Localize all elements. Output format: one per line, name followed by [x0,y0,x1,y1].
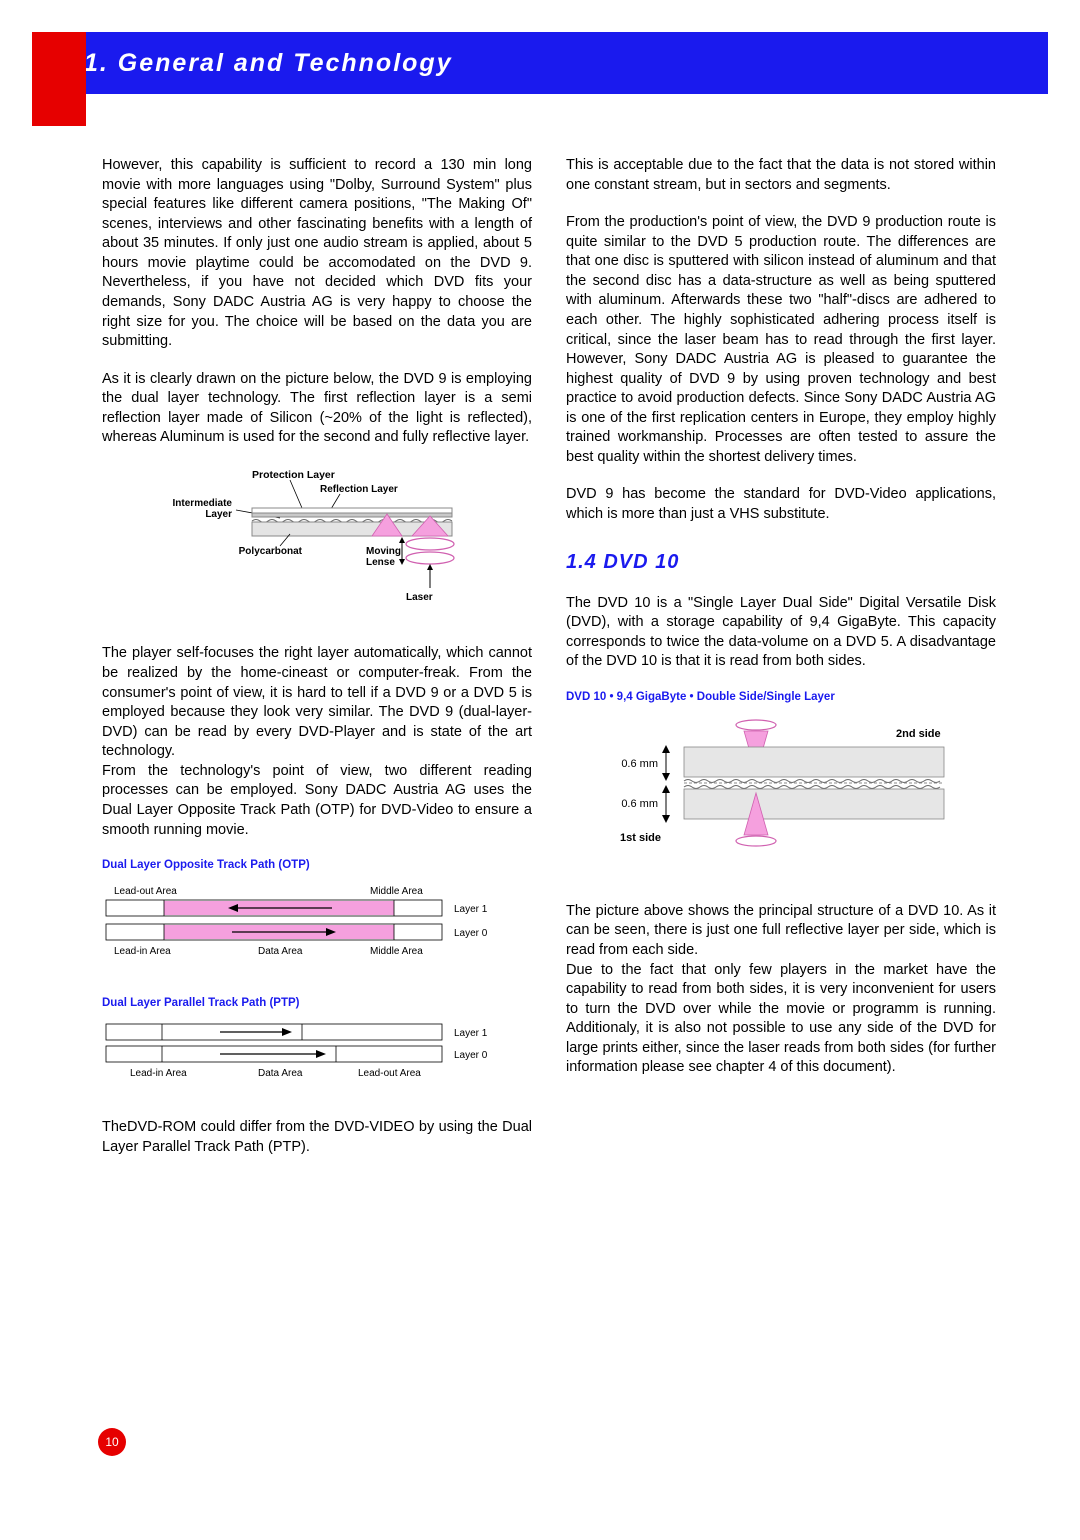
dvd10-thick-2: 0.6 mm [621,798,658,810]
dvd10-thick-1: 0.6 mm [621,758,658,770]
left-p2: As it is clearly drawn on the picture be… [102,370,532,448]
ptp-title: Dual Layer Parallel Track Path (PTP) [102,996,532,1012]
lbl-moving: Moving [366,546,401,557]
ptp-lbl-layer1: Layer 1 [454,1028,488,1039]
ptp-diagram: Layer 1 Layer 0 Lead-in Area Data Area L… [102,1020,532,1097]
lbl-laser: Laser [406,592,433,603]
header-band: 1. General and Technology [32,32,1048,94]
dvd10-2nd-side: 2nd side [896,728,941,740]
right-column: This is acceptable due to the fact that … [566,156,996,1175]
left-p1: However, this capability is sufficient t… [102,156,532,352]
ptp-lbl-leadin: Lead-in Area [130,1068,187,1079]
page-number: 10 [105,1435,118,1449]
section-1-4-heading: 1.4 DVD 10 [566,549,996,576]
ptp-lbl-leadout: Lead-out Area [358,1068,421,1079]
otp-lbl-layer1: Layer 1 [454,904,488,915]
otp-lbl-data: Data Area [258,946,303,957]
lbl-intermediate-1: Intermediate [173,498,233,509]
lbl-protection: Protection Layer [252,469,335,481]
left-column: However, this capability is sufficient t… [102,156,532,1175]
content-columns: However, this capability is sufficient t… [0,94,1080,1175]
chapter-title: 1. General and Technology [84,49,453,78]
otp-lbl-middle2: Middle Area [370,946,423,957]
red-corner-tab [32,32,86,126]
lbl-lense: Lense [366,557,395,568]
otp-lbl-leadin: Lead-in Area [114,946,171,957]
dvd10-1st-side: 1st side [620,832,661,844]
otp-lbl-leadout: Lead-out Area [114,886,177,897]
otp-lbl-middle1: Middle Area [370,886,423,897]
otp-diagram: Lead-out Area Middle Area Layer 1 [102,882,532,975]
ptp-lbl-layer0: Layer 0 [454,1050,488,1061]
page-number-badge: 10 [98,1428,126,1456]
lbl-intermediate-2: Layer [205,509,232,520]
dual-layer-cross-section-diagram: Protection Layer Reflection Layer Interm… [102,466,532,623]
left-p4: From the technology's point of view, two… [102,762,532,840]
right-p1: This is acceptable due to the fact that … [566,156,996,195]
right-p5: The picture above shows the principal st… [566,902,996,961]
lbl-polycarbonat: Polycarbonat [239,546,303,557]
otp-lbl-layer0: Layer 0 [454,928,488,939]
right-p4: The DVD 10 is a "Single Layer Dual Side"… [566,594,996,672]
left-p3: The player self-focuses the right layer … [102,644,532,761]
right-p2: From the production's point of view, the… [566,213,996,467]
dvd10-title: DVD 10 • 9,4 GigaByte • Double Side/Sing… [566,690,996,706]
ptp-lbl-data: Data Area [258,1068,303,1079]
left-p5: TheDVD-ROM could differ from the DVD-VID… [102,1118,532,1157]
otp-title: Dual Layer Opposite Track Path (OTP) [102,858,532,874]
right-p6: Due to the fact that only few players in… [566,961,996,1078]
lbl-reflection: Reflection Layer [320,484,398,495]
dvd10-diagram: 2nd side 0.6 mm 0.6 mm [566,713,996,880]
right-p3: DVD 9 has become the standard for DVD-Vi… [566,485,996,524]
